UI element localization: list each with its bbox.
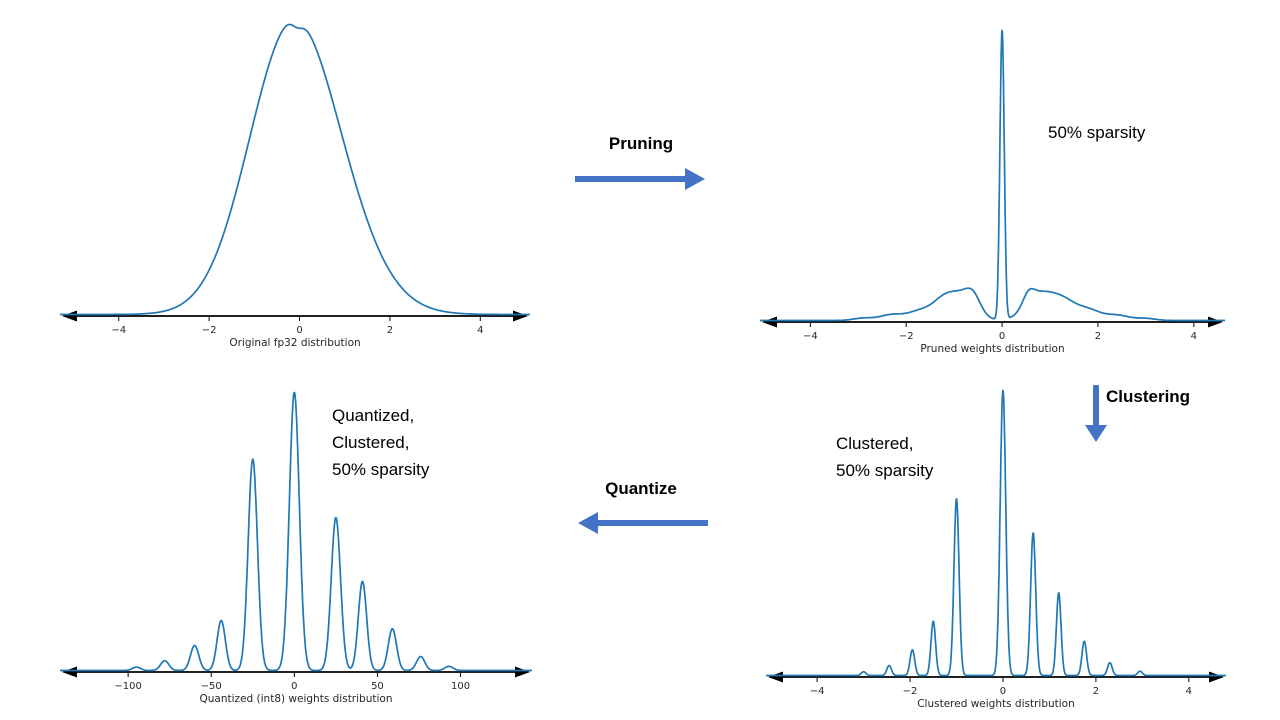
arrow-shaft [596, 520, 708, 526]
svg-text:0: 0 [291, 681, 297, 692]
svg-text:2: 2 [1095, 331, 1101, 342]
arrow-shaft [1093, 385, 1099, 426]
left-arrow-icon [578, 512, 710, 534]
chart-quantized-int8-weights-distribution: −100 −50 0 50 100 Quantized (int8) weights di… [60, 380, 532, 708]
svg-text:0: 0 [296, 325, 302, 336]
svg-text:50: 50 [371, 681, 384, 692]
clustered-sparsity-annotation: Clustered, 50% sparsity [836, 434, 934, 480]
svg-text:Quantized (int8) weights distr: Quantized (int8) weights distribution [200, 693, 393, 705]
svg-text:−2: −2 [202, 325, 217, 336]
quantized-clustered-sparsity-annotation: Quantized, Clustered, 50% sparsity [332, 406, 430, 479]
svg-text:Pruned weights distribution: Pruned weights distribution [920, 343, 1064, 355]
pruning-step-label: Pruning [608, 134, 674, 153]
svg-text:0: 0 [1000, 686, 1006, 697]
arrow-shaft [575, 176, 687, 182]
down-arrow-icon [1085, 385, 1107, 443]
svg-text:4: 4 [1186, 686, 1192, 697]
svg-text:−50: −50 [201, 681, 222, 692]
svg-text:Original fp32 distribution: Original fp32 distribution [229, 337, 360, 349]
svg-text:−4: −4 [803, 331, 818, 342]
chart-original-fp32-distribution: −4 −2 0 2 4 Original fp32 distribution [60, 12, 530, 352]
svg-text:100: 100 [451, 681, 470, 692]
svg-text:−4: −4 [810, 686, 825, 697]
svg-text:4: 4 [1191, 331, 1197, 342]
svg-text:−2: −2 [899, 331, 914, 342]
arrow-head [578, 512, 598, 534]
svg-text:2: 2 [1093, 686, 1099, 697]
svg-text:−2: −2 [903, 686, 918, 697]
arrow-head [685, 168, 705, 190]
quantize-step-label: Quantize [605, 479, 677, 498]
svg-text:Clustered weights distribution: Clustered weights distribution [917, 698, 1075, 710]
svg-text:2: 2 [387, 325, 393, 336]
svg-text:0: 0 [999, 331, 1005, 342]
svg-text:4: 4 [477, 325, 483, 336]
clustering-step-label: Clustering [1106, 387, 1191, 406]
svg-text:−100: −100 [114, 681, 141, 692]
arrow-head [1085, 425, 1107, 442]
chart-pruned-weights-distribution: −4 −2 0 2 4 Pruned weights distribution [760, 18, 1225, 358]
sparsity-annotation: 50% sparsity [1048, 123, 1146, 142]
svg-text:−4: −4 [111, 325, 126, 336]
right-arrow-icon [575, 168, 707, 190]
chart-clustered-weights-distribution: −4 −2 0 2 4 Clustered weights distribution [766, 378, 1226, 713]
